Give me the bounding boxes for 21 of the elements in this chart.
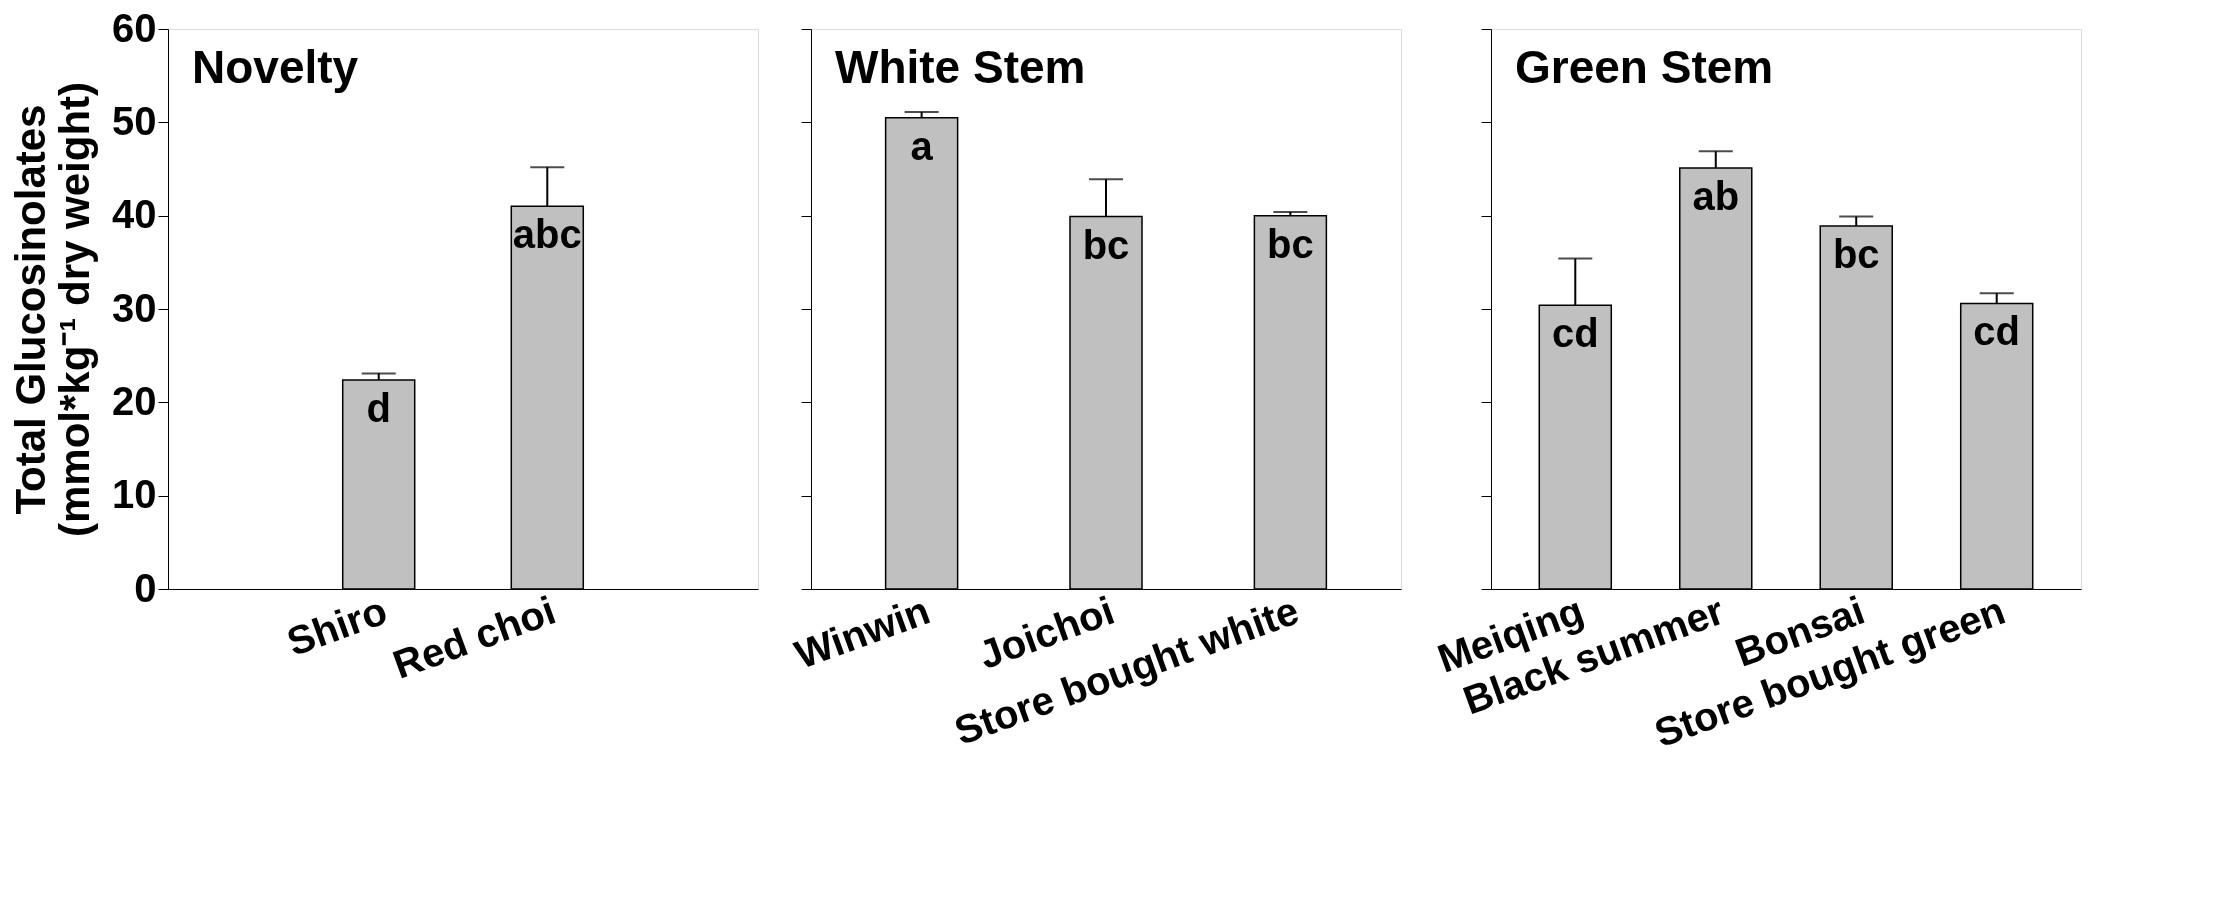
annotation: cd xyxy=(1551,311,1599,356)
annotation: abc xyxy=(512,212,582,257)
y-axis-title: Total Glucosinolates (mmol*kg⁻¹ dry weight) xyxy=(7,81,99,538)
annotation: a xyxy=(910,123,934,168)
y-tick-label: 40 xyxy=(112,192,157,237)
y-tick-label: 60 xyxy=(112,5,157,50)
y-tick-label: 0 xyxy=(134,565,157,610)
y-tick-label: 50 xyxy=(112,98,157,143)
y-tick-label: 10 xyxy=(112,472,157,517)
annotation: bc xyxy=(1082,222,1130,267)
annotation: d xyxy=(366,385,391,430)
y-tick-label: 20 xyxy=(112,378,157,423)
annotation: bc xyxy=(1267,221,1314,266)
y-tick-label: 30 xyxy=(112,285,157,330)
annotation: cd xyxy=(1973,309,2021,354)
x-tick-label: Winwin xyxy=(789,587,936,677)
chart-title: White Stem xyxy=(835,41,1086,93)
annotation: ab xyxy=(1692,174,1740,219)
annotation: bc xyxy=(1832,231,1880,276)
chart-title: Green Stem xyxy=(1515,41,1774,93)
chart-title: Novelty xyxy=(192,41,359,93)
